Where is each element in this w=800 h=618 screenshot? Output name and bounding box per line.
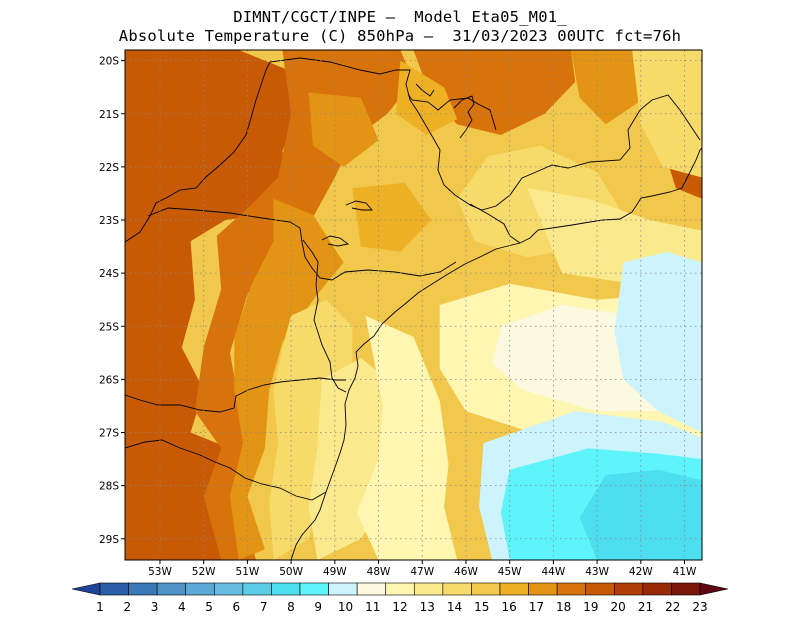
lat-tick-label: 23S bbox=[99, 215, 119, 227]
colorbar-label: 22 bbox=[665, 600, 680, 614]
lat-tick-label: 26S bbox=[99, 374, 119, 386]
lat-tick-label: 29S bbox=[99, 534, 119, 546]
colorbar-label: 20 bbox=[611, 600, 626, 614]
temperature-region-12 bbox=[356, 315, 458, 560]
reservoir bbox=[321, 235, 350, 247]
lon-tick-label: 50W bbox=[279, 566, 303, 578]
colorbar-label: 6 bbox=[233, 600, 241, 614]
lon-tick-label: 52W bbox=[192, 566, 216, 578]
colorbar-label: 11 bbox=[365, 600, 380, 614]
colorbar-label: 2 bbox=[123, 600, 131, 614]
lon-tick-label: 51W bbox=[236, 566, 260, 578]
colorbar-swatch bbox=[356, 582, 387, 596]
colorbar-arrow-low bbox=[71, 582, 101, 596]
colorbar-label: 12 bbox=[392, 600, 407, 614]
colorbar-label: 9 bbox=[314, 600, 322, 614]
temperature-region-8 bbox=[579, 469, 702, 560]
colorbar-label: 17 bbox=[529, 600, 544, 614]
lat-tick-label: 21S bbox=[99, 109, 119, 121]
temperature-region-16 bbox=[352, 182, 431, 252]
colorbar-label: 21 bbox=[638, 600, 653, 614]
colorbar-swatch bbox=[585, 582, 615, 596]
lat-tick-label: 24S bbox=[99, 268, 119, 280]
colorbar-label: 13 bbox=[420, 600, 435, 614]
colorbar-swatch bbox=[99, 582, 129, 596]
colorbar-swatch bbox=[128, 582, 158, 596]
lat-tick-label: 25S bbox=[99, 321, 119, 333]
colorbar-label: 4 bbox=[178, 600, 186, 614]
colorbar-swatch bbox=[185, 582, 215, 596]
colorbar-swatch bbox=[385, 582, 415, 596]
lon-tick-label: 47W bbox=[410, 566, 434, 578]
colorbar-arrow-high bbox=[699, 582, 729, 596]
grid-lines bbox=[125, 50, 702, 560]
state-border bbox=[125, 377, 346, 413]
temperature-region-17 bbox=[308, 92, 379, 167]
colorbar-label: 3 bbox=[151, 600, 159, 614]
colorbar-swatch bbox=[413, 582, 444, 596]
lon-tick-label: 48W bbox=[367, 566, 391, 578]
lon-tick-label: 42W bbox=[629, 566, 653, 578]
lon-tick-label: 46W bbox=[454, 566, 478, 578]
colorbar-swatch bbox=[556, 582, 587, 596]
temperature-region-18 bbox=[194, 50, 414, 560]
colorbar-label: 19 bbox=[583, 600, 598, 614]
reservoir bbox=[453, 95, 475, 139]
coastline-borders bbox=[125, 57, 702, 560]
state-border bbox=[302, 239, 347, 393]
reservoir bbox=[345, 200, 373, 211]
colorbar-label: 15 bbox=[474, 600, 489, 614]
temperature-region-10 bbox=[614, 251, 702, 433]
temperature-region-16 bbox=[396, 60, 458, 135]
colorbar-swatch bbox=[471, 582, 501, 596]
lon-tick-label: 41W bbox=[673, 566, 697, 578]
colorbar-label: 14 bbox=[447, 600, 462, 614]
lat-tick-label: 22S bbox=[99, 162, 119, 174]
colorbar-swatch bbox=[442, 582, 472, 596]
colorbar-label: 8 bbox=[287, 600, 295, 614]
colorbar-label: 16 bbox=[501, 600, 516, 614]
colorbar-label: 10 bbox=[338, 600, 353, 614]
colorbar-swatch bbox=[642, 582, 672, 596]
colorbar-label: 1 bbox=[96, 600, 104, 614]
state-border bbox=[125, 57, 701, 243]
axis-ticks: 20S 21S 22S 23S 24S 25S 26S 27S 28S 29S 53W 52W 51W 5… bbox=[99, 56, 697, 578]
colorbar-label: 5 bbox=[205, 600, 213, 614]
colorbar-swatch bbox=[213, 582, 244, 596]
colorbar-label: 18 bbox=[556, 600, 571, 614]
colorbar-swatch bbox=[328, 582, 358, 596]
colorbar-swatch bbox=[156, 582, 187, 596]
temperature-region-14 bbox=[269, 299, 353, 560]
chart-title-line-2: Absolute Temperature (C) 850hPa – 31/03/… bbox=[118, 27, 682, 45]
reservoir bbox=[415, 83, 435, 97]
colorbar-swatch bbox=[271, 582, 301, 596]
colorbar: 1 2 3 4 5 6 7 8 9 10 11 12 13 14 15 16 17 18 19 20 21 22 23 bbox=[71, 582, 729, 614]
lon-tick-label: 53W bbox=[148, 566, 172, 578]
temperature-region-19 bbox=[125, 50, 300, 560]
temperature-region-17 bbox=[229, 198, 344, 560]
colorbar-label: 7 bbox=[260, 600, 268, 614]
colorbar-label: 23 bbox=[692, 600, 707, 614]
plot-frame bbox=[124, 49, 703, 561]
lat-tick-label: 20S bbox=[99, 56, 119, 68]
chart-title-line-1: DIMNT/CGCT/INPE – Model Eta05_M01_ bbox=[233, 8, 567, 26]
state-border bbox=[407, 93, 497, 131]
colorbar-swatch bbox=[499, 582, 529, 596]
colorbar-swatch bbox=[671, 582, 701, 596]
lon-tick-label: 49W bbox=[323, 566, 347, 578]
lat-tick-label: 27S bbox=[99, 428, 119, 440]
coastline bbox=[290, 147, 702, 560]
lon-tick-label: 43W bbox=[585, 566, 609, 578]
colorbar-swatch bbox=[242, 582, 272, 596]
lon-tick-label: 44W bbox=[542, 566, 566, 578]
state-border bbox=[125, 439, 327, 501]
state-border bbox=[469, 203, 521, 244]
colorbar-swatch bbox=[299, 582, 329, 596]
colorbar-swatch bbox=[528, 582, 558, 596]
lat-tick-label: 28S bbox=[99, 481, 119, 493]
state-border bbox=[147, 207, 457, 281]
colorbar-swatch bbox=[613, 582, 644, 596]
lon-tick-label: 45W bbox=[498, 566, 522, 578]
